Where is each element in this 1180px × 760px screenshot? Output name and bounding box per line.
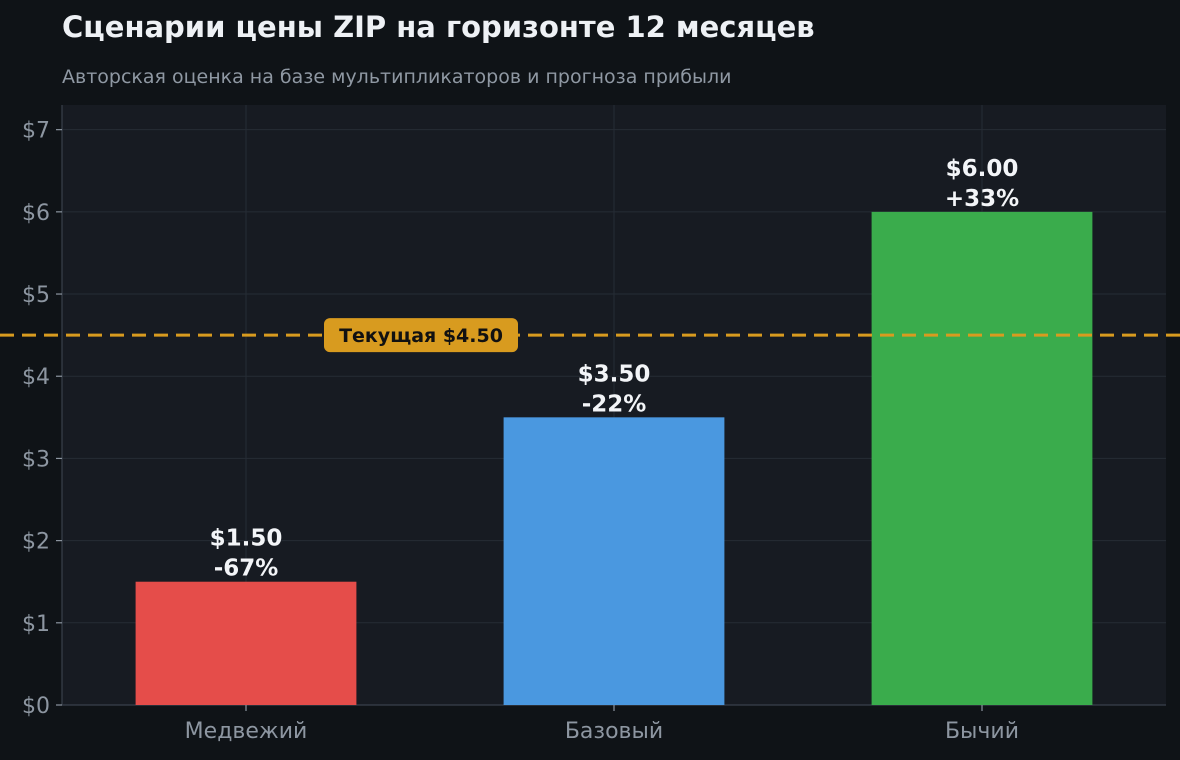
x-tick-label: Медвежий — [185, 719, 308, 744]
y-tick-label: $4 — [22, 365, 50, 390]
chart-title: Сценарии цены ZIP на горизонте 12 месяце… — [62, 10, 815, 44]
y-tick-label: $6 — [22, 201, 50, 226]
bar-price-label: $3.50 — [578, 361, 651, 387]
current-price-badge — [324, 318, 518, 353]
bar-change-label: -67% — [214, 556, 279, 582]
bar-1 — [135, 581, 357, 705]
y-axis-ticks: $0 $1 $2 $3 $4 $5 $6 $7 — [22, 119, 62, 719]
y-tick-label: $5 — [22, 283, 50, 308]
chart-subtitle: Авторская оценка на базе мультипликаторо… — [62, 66, 732, 88]
bar-price-label: $6.00 — [946, 156, 1019, 182]
y-tick-label: $3 — [22, 447, 50, 472]
bar-change-label: -22% — [582, 391, 647, 417]
y-tick-label: $7 — [22, 119, 50, 144]
y-tick-label: $0 — [22, 694, 50, 719]
current-price-label: Текущая $4.50 — [339, 325, 503, 347]
bar-value-labels: $1.50 -67% $3.50 -22% $6.00 +33% — [210, 156, 1020, 582]
x-axis-ticks: Медвежий Базовый Бычий — [185, 705, 1019, 744]
bar-2 — [503, 417, 725, 705]
x-tick-label: Базовый — [565, 719, 663, 744]
y-tick-label: $1 — [22, 612, 50, 637]
y-tick-label: $2 — [22, 530, 50, 555]
bars — [135, 211, 1093, 706]
bar-3 — [871, 211, 1093, 706]
bar-price-label: $1.50 — [210, 526, 283, 552]
x-tick-label: Бычий — [945, 719, 1019, 744]
reference-line-group: Текущая $4.50 — [0, 318, 1180, 353]
bar-change-label: +33% — [945, 186, 1019, 212]
